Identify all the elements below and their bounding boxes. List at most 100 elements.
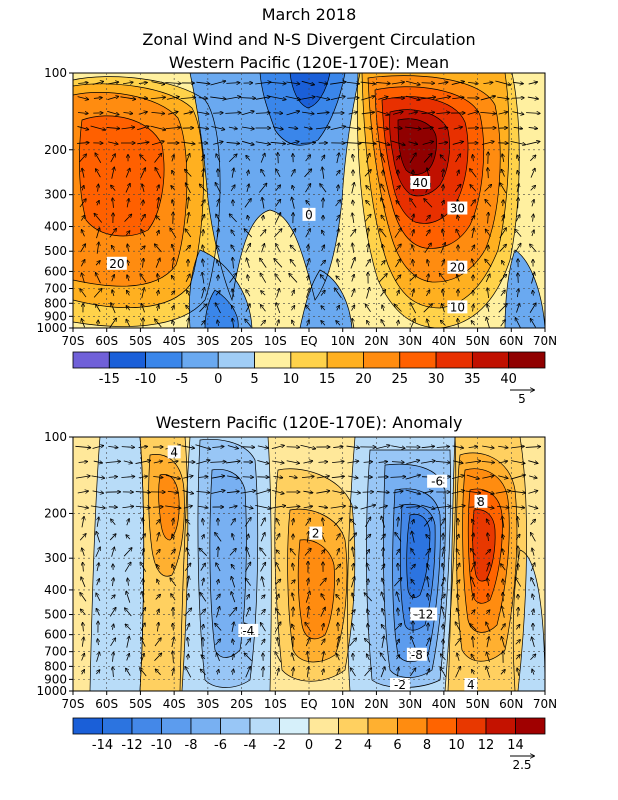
contour-label-box xyxy=(406,647,427,661)
wind-vector xyxy=(367,550,370,555)
wind-vector xyxy=(367,321,370,326)
wind-vector xyxy=(442,214,445,222)
wind-vector xyxy=(349,638,357,647)
wind-vector xyxy=(138,98,148,99)
wind-vector xyxy=(518,608,519,617)
wind-vector xyxy=(126,319,131,327)
wind-vector xyxy=(451,490,464,494)
wind-vector xyxy=(109,229,116,238)
x-tick-label: 20N xyxy=(364,697,388,711)
mean-lower-easterly-north xyxy=(300,270,352,328)
wind-vector xyxy=(154,153,162,163)
wind-vector xyxy=(498,475,507,478)
wind-vector xyxy=(293,607,294,617)
wind-vector xyxy=(286,460,300,463)
colorbar-label: -15 xyxy=(99,372,120,387)
wind-vector xyxy=(495,491,511,494)
wind-vector xyxy=(335,200,341,207)
wind-vector xyxy=(307,320,309,327)
wind-vector xyxy=(293,668,294,677)
wind-vector xyxy=(247,184,249,192)
wind-vector xyxy=(120,96,135,99)
wind-vector xyxy=(257,446,268,448)
wind-vector xyxy=(482,476,493,479)
wind-vector xyxy=(260,639,265,645)
wind-vector xyxy=(409,153,416,164)
wind-vector xyxy=(198,506,208,507)
wind-vector xyxy=(427,652,430,663)
wind-vector xyxy=(470,562,475,573)
colorbar-swatch xyxy=(426,717,457,735)
wind-vector xyxy=(140,246,145,251)
wind-vector xyxy=(321,306,326,311)
x-tick-label: 50N xyxy=(465,697,489,711)
wind-vector xyxy=(168,461,178,463)
contour-line xyxy=(462,468,510,633)
wind-vector xyxy=(201,655,206,660)
wind-vector xyxy=(125,608,132,617)
wind-vector xyxy=(427,319,429,327)
wind-vector xyxy=(140,623,145,632)
wind-vector xyxy=(503,579,504,585)
wind-vector xyxy=(381,320,386,327)
wind-vector xyxy=(305,155,311,162)
wind-vector xyxy=(97,242,99,254)
wind-vector xyxy=(241,111,254,116)
wind-vector xyxy=(526,141,539,145)
wind-vector xyxy=(303,506,313,508)
x-tick-label: 10S xyxy=(264,334,287,348)
wind-vector xyxy=(245,639,251,646)
wind-vector xyxy=(336,276,341,281)
wind-vector xyxy=(122,506,133,507)
colorbar-label: 4 xyxy=(364,738,372,753)
wind-vector xyxy=(376,492,389,493)
wind-vector xyxy=(137,126,149,131)
wind-vector xyxy=(466,474,479,479)
wind-vector xyxy=(481,489,494,494)
y-tick-label: 100 xyxy=(44,66,67,80)
wind-vector xyxy=(245,562,250,572)
wind-vector xyxy=(442,304,445,313)
wind-vector xyxy=(365,534,370,540)
wind-vector xyxy=(480,96,495,101)
wind-vector xyxy=(450,506,465,509)
wind-vector xyxy=(528,127,538,128)
wind-vector xyxy=(515,640,520,645)
wind-vector xyxy=(468,446,478,447)
wind-vector xyxy=(291,306,294,311)
wind-vector xyxy=(365,153,369,163)
wind-vector xyxy=(382,305,384,311)
wind-vector xyxy=(107,82,118,84)
wind-vector xyxy=(79,199,86,208)
wind-vector xyxy=(110,595,115,600)
wind-vector xyxy=(443,185,444,192)
wind-vector xyxy=(97,517,99,527)
wind-vector xyxy=(352,547,353,557)
wind-vector xyxy=(111,547,115,557)
wind-vector xyxy=(292,186,294,191)
wind-vector xyxy=(126,306,131,311)
contour-label-box xyxy=(106,256,127,270)
wind-vector xyxy=(442,563,443,571)
wind-vector xyxy=(302,112,314,114)
wind-vector xyxy=(406,95,420,100)
wind-vector xyxy=(528,82,538,84)
wind-vector xyxy=(126,668,131,676)
wind-vector xyxy=(156,216,161,221)
wind-vector xyxy=(244,199,251,208)
wind-vector xyxy=(376,140,390,145)
wind-vector xyxy=(292,624,295,630)
wind-vector xyxy=(261,623,266,632)
wind-vector xyxy=(380,229,387,238)
wind-vector xyxy=(225,97,240,100)
wind-vector xyxy=(240,491,256,494)
wind-vector xyxy=(365,259,371,267)
wind-vector xyxy=(396,215,401,221)
colorbar-label: -14 xyxy=(92,738,113,753)
wind-vector xyxy=(472,228,474,238)
wind-vector xyxy=(276,550,279,555)
wind-vector xyxy=(360,505,376,510)
wind-vector xyxy=(157,274,158,283)
colorbar-label: 20 xyxy=(355,372,372,387)
y-tick-label: 200 xyxy=(44,506,67,520)
